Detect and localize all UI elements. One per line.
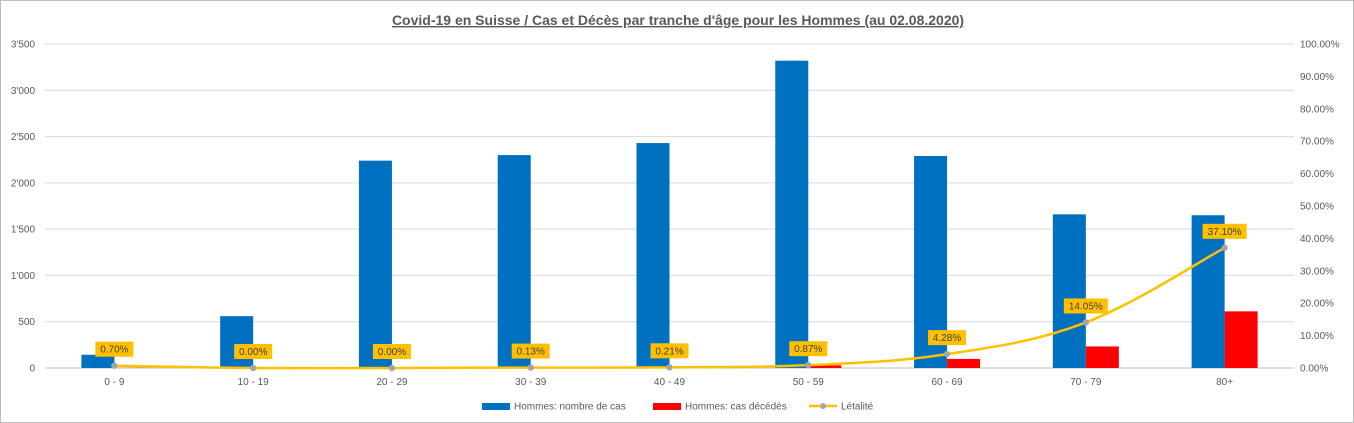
legend: Hommes: nombre de cas Hommes: cas décédés… <box>482 402 874 413</box>
y-left-tick-label: 3'000 <box>11 86 36 97</box>
bar-cases <box>636 143 670 368</box>
y-right-tick-label: 50.00% <box>1300 202 1334 213</box>
legend-marker <box>820 403 826 409</box>
legend-label: Létalité <box>841 402 874 413</box>
y-left-tick-label: 1'000 <box>11 271 36 282</box>
lethality-line <box>111 244 1228 372</box>
data-label: 0.00% <box>378 347 406 358</box>
lethality-point <box>249 364 257 372</box>
x-tick-label: 70 - 79 <box>1070 377 1102 388</box>
data-label-box <box>372 344 411 359</box>
bar-deaths <box>1224 311 1258 368</box>
lethality-point <box>1221 244 1228 251</box>
legend-label: Hommes: cas décédés <box>685 402 787 413</box>
data-label: 0.87% <box>794 344 822 355</box>
y-right-tick-label: 90.00% <box>1300 72 1334 83</box>
x-tick-label: 30 - 39 <box>515 377 547 388</box>
data-label-box <box>1202 223 1247 239</box>
legend-label: Hommes: nombre de cas <box>514 402 626 413</box>
y-right-tick-label: 0.00% <box>1300 364 1328 375</box>
y-left-tick-label: 0 <box>29 364 35 375</box>
data-label-box <box>1063 298 1108 314</box>
bar-cases <box>220 316 254 368</box>
bar-cases <box>358 160 392 368</box>
y-right-tick-label: 40.00% <box>1300 234 1334 245</box>
data-label-box <box>234 344 273 359</box>
x-tick-label: 20 - 29 <box>376 377 408 388</box>
lethality-point <box>527 364 534 371</box>
bar-deaths <box>947 358 981 368</box>
lethality-point <box>111 362 118 369</box>
x-tick-label: 60 - 69 <box>931 377 963 388</box>
y-right-tick-label: 10.00% <box>1300 331 1334 342</box>
data-label-box <box>650 343 689 359</box>
bar-deaths <box>1085 346 1119 368</box>
y-left-tick-label: 500 <box>18 317 35 328</box>
bar-cases <box>497 155 531 368</box>
data-label-box <box>928 330 967 346</box>
bar-deaths <box>808 365 842 368</box>
lethality-point <box>666 364 673 371</box>
x-axis: 0 - 9 10 - 19 20 - 29 30 - 39 40 - 49 50 - 59… <box>45 367 1294 388</box>
data-label-box <box>95 341 134 357</box>
y-right-tick-label: 80.00% <box>1300 104 1334 115</box>
y-left-tick-label: 3'500 <box>11 40 36 51</box>
legend-swatch <box>653 403 681 410</box>
y-right-tick-label: 70.00% <box>1300 137 1334 148</box>
data-labels: 0.70% 0.00% 0.00% 0.13% 0.21% 0.87% 4.28% 14.05… <box>95 223 1247 359</box>
y-axis-left: 0 500 1'000 1'500 2'000 2'500 3'000 3'500 <box>11 40 36 375</box>
data-label: 14.05% <box>1069 301 1103 312</box>
y-right-tick-label: 20.00% <box>1300 299 1334 310</box>
data-label: 0.70% <box>100 345 128 356</box>
x-tick-label: 40 - 49 <box>654 377 686 388</box>
data-label: 0.00% <box>239 347 267 358</box>
bars <box>81 60 1258 369</box>
data-label-box <box>511 343 550 359</box>
y-right-tick-label: 60.00% <box>1300 169 1334 180</box>
legend-swatch <box>482 403 510 410</box>
y-left-tick-label: 1'500 <box>11 225 36 236</box>
x-tick-label: 10 - 19 <box>238 377 270 388</box>
x-tick-label: 0 - 9 <box>104 377 124 388</box>
data-label: 0.13% <box>517 347 545 358</box>
data-label-box <box>789 341 828 357</box>
x-tick-label: 50 - 59 <box>793 377 825 388</box>
bar-cases <box>775 60 809 369</box>
bar-cases <box>1052 214 1086 368</box>
data-label: 4.28% <box>933 333 961 344</box>
y-left-tick-label: 2'000 <box>11 178 36 189</box>
bar-cases <box>81 354 115 368</box>
chart-title: Covid-19 en Suisse / Cas et Décès par tr… <box>392 12 964 28</box>
lethality-point <box>388 364 396 372</box>
y-left-tick-label: 2'500 <box>11 132 36 143</box>
data-label: 37.10% <box>1208 227 1242 238</box>
y-axis-right: 0.00% 10.00% 20.00% 30.00% 40.00% 50.00% 60.00… <box>1300 40 1340 375</box>
x-tick-label: 80+ <box>1216 377 1233 388</box>
data-label: 0.21% <box>655 346 683 357</box>
lethality-point <box>943 350 951 358</box>
bar-cases <box>1191 215 1225 368</box>
y-right-tick-label: 100.00% <box>1300 40 1340 51</box>
lethality-point <box>805 361 812 369</box>
y-right-tick-label: 30.00% <box>1300 266 1334 277</box>
lethality-point <box>1082 319 1090 326</box>
